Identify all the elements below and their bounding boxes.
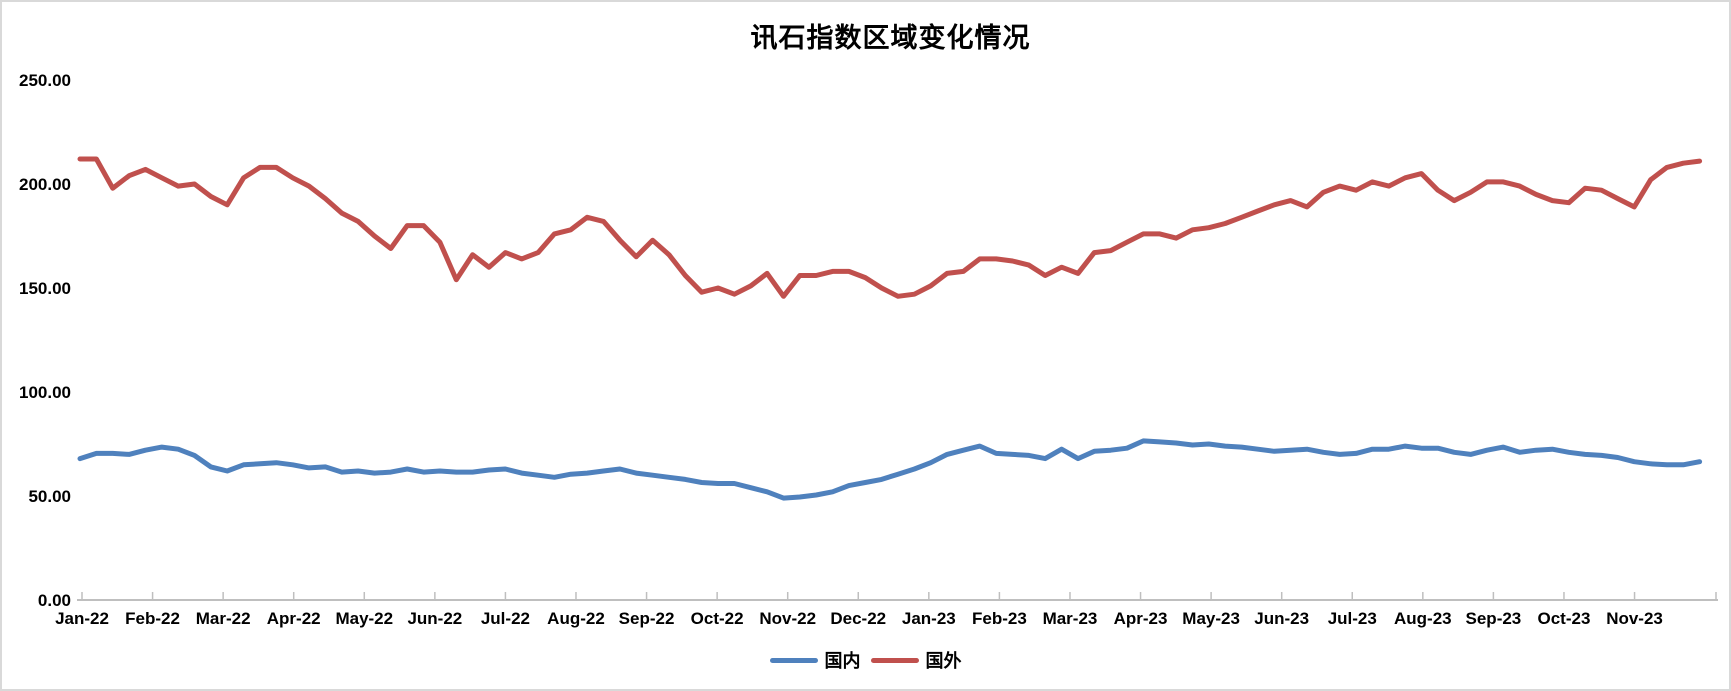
x-axis-label: Nov-22 xyxy=(759,609,816,628)
x-axis-label: Mar-22 xyxy=(196,609,251,628)
chart-title: 讯石指数区域变化情况 xyxy=(750,23,1031,53)
y-axis-label: 100.00 xyxy=(19,383,71,402)
series-line-foreign[interactable] xyxy=(77,156,1703,299)
foreign-line-swatch xyxy=(870,657,919,663)
x-axis-label: Jul-22 xyxy=(481,609,530,628)
legend-label-domestic: 国内 xyxy=(824,651,861,671)
x-axis-label: Oct-23 xyxy=(1538,609,1591,628)
y-axis-label: 250.00 xyxy=(19,71,71,90)
x-axis-label: Apr-22 xyxy=(267,609,321,628)
y-axis-label: 0.00 xyxy=(38,591,71,610)
x-axis-label: Jun-22 xyxy=(407,609,462,628)
x-axis-label: Feb-22 xyxy=(125,609,180,628)
x-axis-label: Jul-23 xyxy=(1328,609,1377,628)
x-axis-label: Sep-23 xyxy=(1466,609,1522,628)
x-axis-label: Jan-22 xyxy=(55,609,109,628)
x-axis-label: Nov-23 xyxy=(1606,609,1663,628)
x-axis-label: Jan-23 xyxy=(902,609,956,628)
chart-legend: 国内 国外 xyxy=(2,647,1729,673)
x-axis-label: Oct-22 xyxy=(691,609,744,628)
y-axis-label: 200.00 xyxy=(19,175,71,194)
domestic-line-swatch xyxy=(769,657,818,663)
series-line-domestic[interactable] xyxy=(77,438,1703,501)
x-axis-label: May-22 xyxy=(335,609,393,628)
x-axis-label: Aug-23 xyxy=(1394,609,1452,628)
y-axis-label: 150.00 xyxy=(19,279,71,298)
x-axis-label: Aug-22 xyxy=(547,609,605,628)
y-axis-label: 50.00 xyxy=(28,487,71,506)
x-axis-label: Sep-22 xyxy=(619,609,675,628)
legend-item-domestic[interactable]: 国内 xyxy=(769,647,861,673)
legend-label-foreign: 国外 xyxy=(925,651,962,671)
legend-item-foreign[interactable]: 国外 xyxy=(870,647,962,673)
x-axis-label: Dec-22 xyxy=(830,609,886,628)
x-axis-label: Jun-23 xyxy=(1254,609,1309,628)
x-axis-label: Apr-23 xyxy=(1114,609,1168,628)
x-axis-label: Feb-23 xyxy=(972,609,1027,628)
x-axis-label: May-23 xyxy=(1182,609,1240,628)
x-axis-label: Mar-23 xyxy=(1043,609,1098,628)
